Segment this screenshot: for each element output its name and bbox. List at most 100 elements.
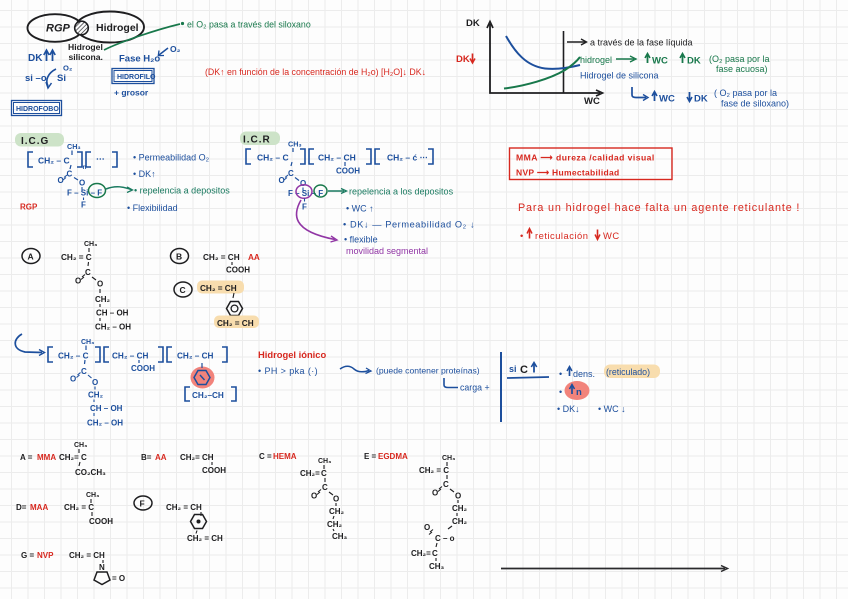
- svg-text:a través de la fase líquida: a través de la fase líquida: [590, 38, 693, 48]
- svg-text:• DK↓ — Permeabilidad O₂ ↓: • DK↓ — Permeabilidad O₂ ↓: [343, 220, 475, 230]
- svg-text:CH₂ – CH: CH₂ – CH: [177, 352, 213, 361]
- svg-text:( O₂ pasa por la: ( O₂ pasa por la: [714, 88, 777, 98]
- svg-text:n: n: [83, 164, 87, 171]
- svg-text:O: O: [75, 277, 81, 286]
- svg-text:n: n: [576, 387, 582, 398]
- svg-text:O: O: [311, 492, 317, 501]
- svg-text:I.C.G: I.C.G: [21, 136, 49, 147]
- svg-text:Fase H₂o: Fase H₂o: [119, 54, 160, 65]
- svg-text:MMA: MMA: [37, 453, 56, 462]
- svg-text:(DK↑ en función de la concentr: (DK↑ en función de la concentración de H…: [205, 67, 426, 77]
- svg-text:CH₂ = C: CH₂ = C: [61, 253, 92, 262]
- svg-text:F: F: [81, 201, 86, 210]
- svg-text:• WC ↑: • WC ↑: [346, 204, 374, 214]
- svg-text:CH₂–CH: CH₂–CH: [192, 391, 224, 400]
- svg-text:I.C.R: I.C.R: [243, 135, 271, 146]
- svg-text:O: O: [79, 179, 85, 188]
- svg-text:EGDMA: EGDMA: [378, 452, 408, 461]
- svg-text:C – o: C – o: [435, 534, 455, 543]
- svg-text:C: C: [81, 367, 87, 376]
- svg-text:CH₂ – CH: CH₂ – CH: [112, 352, 148, 361]
- svg-text:C: C: [180, 285, 186, 295]
- svg-text:fase de siloxano): fase de siloxano): [721, 99, 789, 109]
- svg-text:C: C: [288, 169, 294, 178]
- svg-text:Hidrogel iónico: Hidrogel iónico: [258, 349, 327, 360]
- svg-text:DK: DK: [28, 53, 43, 64]
- svg-text:CH₃: CH₃: [332, 532, 348, 541]
- svg-text:CH₂ – C: CH₂ – C: [257, 153, 289, 163]
- svg-text:movilidad segmental: movilidad segmental: [346, 246, 428, 256]
- svg-text:CH – OH: CH – OH: [90, 404, 123, 413]
- svg-text:NVP ⟶ Humectabilidad: NVP ⟶ Humectabilidad: [516, 168, 620, 178]
- svg-text:O: O: [300, 179, 306, 188]
- svg-text:CH₂=: CH₂=: [411, 549, 431, 558]
- svg-text:Hidrogel: Hidrogel: [96, 22, 139, 34]
- svg-text:O: O: [58, 176, 64, 185]
- svg-text:•: •: [559, 387, 562, 397]
- svg-text:carga +: carga +: [460, 383, 490, 393]
- svg-text:D=: D=: [16, 503, 27, 512]
- svg-text:C: C: [520, 364, 528, 376]
- svg-text:Hidrogel de silicona: Hidrogel de silicona: [580, 71, 659, 81]
- svg-text:WC: WC: [584, 96, 600, 107]
- svg-text:O: O: [432, 489, 438, 498]
- svg-text:F: F: [140, 499, 145, 509]
- svg-text:HIDROFILO: HIDROFILO: [117, 74, 156, 81]
- svg-text:C: C: [443, 480, 449, 489]
- svg-text:CH₂= C: CH₂= C: [59, 453, 87, 462]
- svg-text:CH₂: CH₂: [327, 520, 343, 529]
- svg-text:CH₂ = CH: CH₂ = CH: [69, 551, 105, 560]
- svg-text:⋅⋅⋅: ⋅⋅⋅: [96, 154, 105, 164]
- svg-text:CH₂ – ć ⋅⋅⋅: CH₂ – ć ⋅⋅⋅: [387, 153, 428, 163]
- svg-text:DK: DK: [694, 94, 708, 105]
- svg-text:HIDROFOBO: HIDROFOBO: [16, 106, 59, 113]
- svg-text:WC: WC: [603, 230, 620, 241]
- svg-text:B=: B=: [141, 453, 152, 462]
- svg-text:CH₃: CH₃: [288, 140, 302, 149]
- svg-text:hidrogel: hidrogel: [580, 55, 612, 65]
- svg-text:• Flexibilidad: • Flexibilidad: [127, 203, 178, 213]
- svg-text:CH₃: CH₃: [74, 442, 87, 449]
- svg-text:CH₂ – OH: CH₂ – OH: [87, 419, 123, 428]
- svg-text:WC: WC: [652, 56, 668, 67]
- svg-text:G =: G =: [21, 551, 34, 560]
- svg-text:C: C: [85, 268, 91, 277]
- svg-text:(reticulado): (reticulado): [606, 367, 650, 377]
- svg-text:CO₂CH₃: CO₂CH₃: [75, 468, 106, 477]
- svg-text:DK: DK: [466, 18, 480, 29]
- svg-text:CH₂ = CH: CH₂ = CH: [203, 253, 240, 262]
- svg-text:= O: = O: [112, 574, 125, 583]
- svg-text:RGP: RGP: [20, 203, 38, 212]
- svg-text:O: O: [333, 495, 339, 504]
- svg-text:C: C: [321, 469, 327, 478]
- svg-text:AA: AA: [248, 253, 260, 262]
- svg-text:WC: WC: [659, 94, 675, 105]
- svg-text:CH₂: CH₂: [88, 391, 104, 400]
- svg-text:reticulación: reticulación: [535, 230, 588, 241]
- svg-text:el O₂ pasa a través del silox: el O₂ pasa a través del siloxano: [187, 20, 311, 30]
- svg-text:• DK↑: • DK↑: [133, 169, 156, 179]
- svg-text:• DK↓: • DK↓: [557, 404, 580, 414]
- svg-text:Hidrogel: Hidrogel: [68, 42, 103, 52]
- svg-text:• PH > pka (·): • PH > pka (·): [258, 366, 318, 376]
- svg-text:CH₂ = C: CH₂ = C: [64, 503, 94, 512]
- svg-text:COOH: COOH: [89, 517, 113, 526]
- svg-text:CH₃: CH₃: [81, 339, 94, 346]
- svg-text:CH₂ = C: CH₂ = C: [419, 466, 449, 475]
- svg-text:O: O: [97, 280, 103, 289]
- svg-text:CH₃: CH₃: [442, 455, 455, 462]
- svg-text:CH₂=: CH₂=: [300, 469, 320, 478]
- svg-text:A: A: [28, 252, 34, 262]
- svg-text:fase acuosa): fase acuosa): [716, 64, 768, 74]
- svg-text:CH₂: CH₂: [95, 295, 111, 304]
- svg-text:CH₃: CH₃: [429, 562, 445, 571]
- svg-text:si: si: [509, 364, 517, 374]
- svg-text:RGP: RGP: [46, 23, 71, 35]
- svg-text:CH₂ = CH: CH₂ = CH: [166, 503, 202, 512]
- svg-text:C: C: [67, 170, 73, 179]
- svg-text:O: O: [455, 492, 461, 501]
- svg-text:DK: DK: [687, 56, 701, 67]
- svg-text:CH₂ = CH: CH₂ = CH: [200, 284, 237, 293]
- svg-text:CH₂ – CH: CH₂ – CH: [318, 153, 356, 163]
- svg-text:A =: A =: [20, 453, 33, 462]
